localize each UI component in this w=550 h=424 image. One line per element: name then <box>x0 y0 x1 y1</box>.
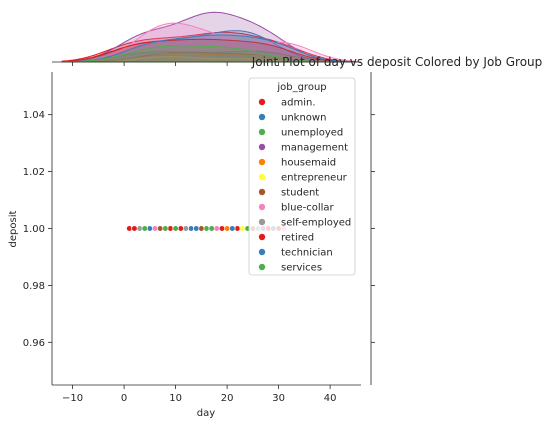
legend-label: entrepreneur <box>281 173 348 184</box>
x-axis-ticks: −10 0 10 20 30 40 <box>62 62 336 404</box>
data-point <box>146 225 153 232</box>
legend-marker <box>258 113 266 121</box>
marginal-kde-top <box>61 11 357 63</box>
data-point <box>213 225 220 232</box>
x-tick-label: −10 <box>62 393 83 404</box>
data-point <box>229 225 236 232</box>
y-tick-label: 1.00 <box>23 224 45 235</box>
legend-marker <box>258 203 266 211</box>
data-point <box>141 225 148 232</box>
x-tick-label: 0 <box>121 393 127 404</box>
data-point <box>239 225 246 232</box>
x-tick-label: 40 <box>324 393 337 404</box>
legend-marker <box>258 128 266 136</box>
data-point <box>208 225 215 232</box>
legend-marker <box>258 98 266 106</box>
data-point <box>172 225 179 232</box>
data-point <box>193 225 200 232</box>
legend-label: services <box>281 263 322 274</box>
data-point <box>131 225 138 232</box>
kde-curve-10 <box>61 34 357 63</box>
data-point <box>151 225 159 232</box>
legend-label: retired <box>281 233 314 244</box>
kde-curve-11 <box>61 45 356 63</box>
chart-title: Joint Plot of day vs deposit Colored by … <box>251 55 543 69</box>
legend-marker <box>258 188 266 196</box>
data-point <box>218 225 226 232</box>
y-tick-label: 0.98 <box>23 281 45 292</box>
x-tick-label: 10 <box>169 393 182 404</box>
y-axis-title: deposit <box>8 210 19 247</box>
data-point <box>177 225 184 232</box>
data-point <box>167 225 174 232</box>
legend-items: admin. unknown unemployed management housema… <box>258 98 351 274</box>
legend-marker <box>258 173 266 181</box>
right-marginal-ticks <box>371 114 375 343</box>
legend-label: blue-collar <box>281 203 335 214</box>
legend-marker <box>258 248 266 256</box>
legend-marker <box>258 263 266 271</box>
data-point <box>157 225 164 232</box>
legend-marker <box>258 158 266 166</box>
x-axis-title: day <box>197 408 215 419</box>
data-point <box>224 225 231 232</box>
legend-label: student <box>281 188 319 199</box>
legend-label: housemaid <box>281 158 336 169</box>
data-point <box>188 225 195 232</box>
data-point <box>198 225 205 232</box>
y-tick-label: 1.02 <box>23 167 45 178</box>
kde-curve-7 <box>61 22 357 63</box>
data-point <box>203 225 210 232</box>
legend-label: management <box>281 143 348 154</box>
y-axis-ticks: 0.96 0.98 1.00 1.02 1.04 <box>23 110 52 349</box>
data-point <box>234 225 241 232</box>
legend: job_group admin. unknown unemployed managem… <box>248 77 356 276</box>
legend-box <box>248 77 356 276</box>
legend-marker <box>258 218 266 226</box>
legend-title: job_group <box>276 82 326 93</box>
data-point <box>182 225 189 232</box>
y-tick-label: 1.04 <box>23 110 45 121</box>
legend-marker <box>258 143 266 151</box>
data-point <box>162 225 169 232</box>
x-tick-label: 20 <box>221 393 234 404</box>
legend-label: admin. <box>281 98 316 109</box>
legend-label: technician <box>281 248 333 259</box>
legend-label: self-employed <box>281 218 351 229</box>
legend-marker <box>258 233 266 241</box>
x-tick-label: 30 <box>272 393 285 404</box>
kde-curve-9 <box>61 38 357 63</box>
data-point <box>136 225 143 232</box>
legend-label: unemployed <box>281 128 343 139</box>
data-point <box>126 225 133 232</box>
y-tick-label: 0.96 <box>23 338 45 349</box>
legend-label: unknown <box>281 113 326 124</box>
